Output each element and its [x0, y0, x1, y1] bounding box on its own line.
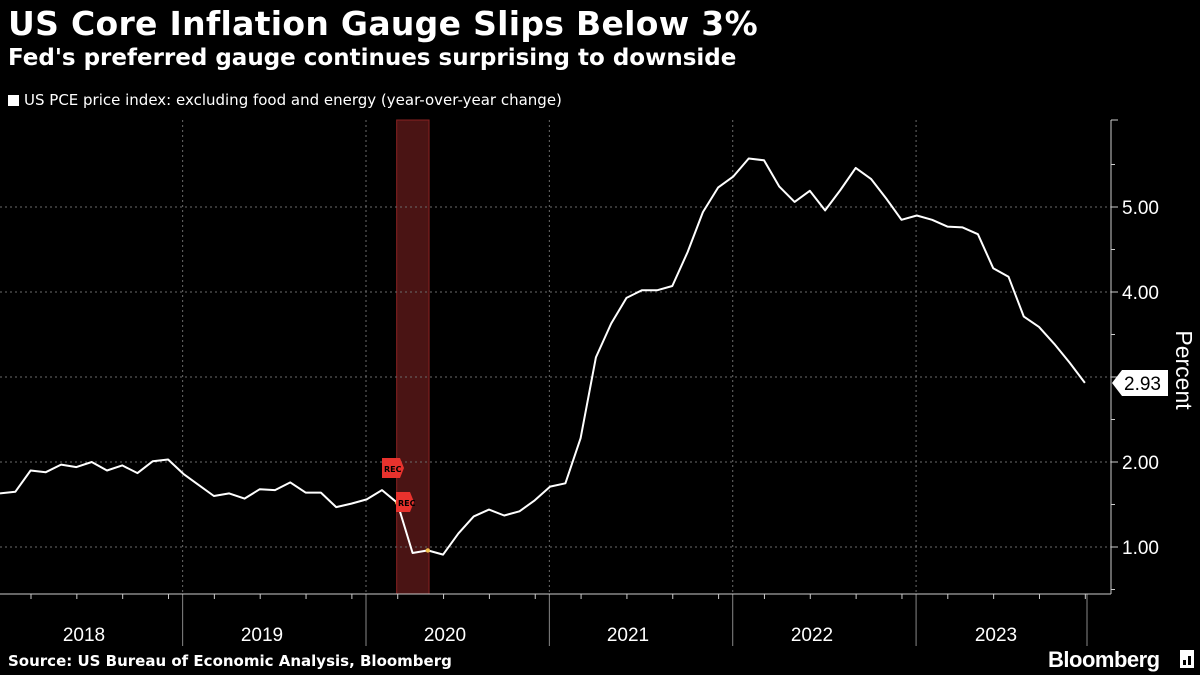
rec-tag: REC	[396, 492, 416, 512]
tag-layer: REC REC	[382, 458, 416, 512]
rec-tag-label: REC	[398, 499, 416, 508]
source-note: Source: US Bureau of Economic Analysis, …	[8, 652, 452, 670]
axis-layer: 2018 2019 2020 2021 2022 2023 1.00 2.00 4.00 5.00…	[0, 119, 1197, 646]
bloomberg-chart-icon	[1180, 650, 1194, 668]
recession-point	[425, 548, 431, 553]
recession-layer	[396, 119, 430, 595]
y-axis-title: Percent	[1171, 330, 1197, 410]
legend-swatch	[8, 94, 19, 106]
brand-logo: Bloomberg	[1048, 647, 1160, 672]
x-tick-label: 2022	[791, 625, 833, 646]
x-tick-label: 2018	[63, 625, 105, 646]
y-tick-label: 5.00	[1122, 198, 1159, 219]
last-value-callout: 2.93	[1112, 369, 1168, 396]
recession-band	[396, 119, 430, 595]
rec-tag-shape	[396, 492, 414, 512]
rec-tag-shape	[382, 458, 404, 478]
chart-title: US Core Inflation Gauge Slips Below 3%	[8, 4, 758, 43]
series-layer	[0, 157, 1086, 556]
rec-tag: REC	[382, 458, 404, 478]
grid-layer	[0, 120, 1111, 594]
x-tick-label: 2020	[424, 625, 466, 646]
legend-label: US PCE price index: excluding food and e…	[24, 91, 562, 109]
rec-tag-label: REC	[384, 465, 402, 474]
series-line	[0, 157, 1086, 556]
last-value-box	[1112, 369, 1168, 396]
legend: US PCE price index: excluding food and e…	[8, 91, 562, 109]
chart-subtitle: Fed's preferred gauge continues surprisi…	[8, 45, 737, 71]
x-tick-label: 2021	[607, 625, 649, 646]
y-tick-label: 2.00	[1122, 453, 1159, 474]
x-tick-label: 2023	[975, 625, 1017, 646]
last-value-label: 2.93	[1124, 374, 1161, 395]
x-tick-label: 2019	[241, 625, 283, 646]
y-tick-label: 4.00	[1122, 283, 1159, 304]
y-tick-label: 1.00	[1122, 538, 1159, 559]
